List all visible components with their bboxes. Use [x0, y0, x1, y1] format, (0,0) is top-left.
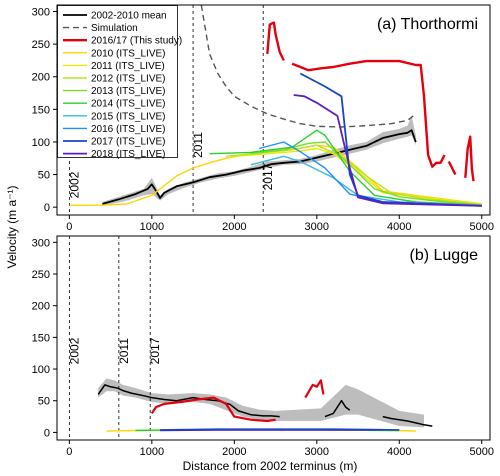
y-tick-label: 150 [32, 104, 50, 116]
legend-label-2017-its-live: 2017 (ITS_LIVE) [91, 137, 165, 148]
panel-title: (b) Lugge [410, 247, 479, 264]
series-line-simulation [200, 5, 417, 128]
x-tick-label: 2000 [222, 446, 246, 458]
y-tick-label: 0 [44, 202, 50, 214]
series-line-2016-17-this-study [150, 379, 325, 423]
plot-frame [56, 235, 491, 441]
x-tick-label: 1000 [140, 221, 164, 233]
x-tick-label: 5000 [470, 221, 494, 233]
legend-label-2014-its-live: 2014 (ITS_LIVE) [91, 99, 165, 110]
series-line-2018-its-live [293, 94, 482, 207]
y-tick-label: 100 [32, 137, 50, 149]
panel-title: (a) Thorthormi [377, 16, 478, 33]
x-tick-label: 3000 [305, 446, 329, 458]
range-band [98, 378, 425, 428]
x-tick-label: 1000 [140, 446, 164, 458]
legend-label-2018-its-live: 2018 (ITS_LIVE) [91, 149, 165, 160]
y-tick-label: 200 [32, 72, 50, 84]
y-tick-label: 150 [32, 332, 50, 344]
x-tick-label: 3000 [305, 221, 329, 233]
x-tick-label: 2000 [222, 221, 246, 233]
terminus-label-2011: 2011 [117, 338, 131, 364]
range-band [102, 115, 416, 206]
terminus-label-2002: 2002 [67, 337, 81, 364]
terminus-label-2017: 2017 [148, 337, 162, 364]
terminus-label-2002: 2002 [67, 171, 81, 198]
series-line-2002-2010-mean [102, 129, 417, 205]
x-tick-label: 4000 [387, 221, 411, 233]
legend-label-simulation: Simulation [91, 23, 138, 34]
legend-label-2011-its-live: 2011 (ITS_LIVE) [91, 61, 165, 72]
x-tick-label: 4000 [387, 446, 411, 458]
y-tick-label: 300 [32, 7, 50, 19]
y-tick-label: 50 [38, 170, 50, 182]
y-tick-label: 250 [32, 39, 50, 51]
x-tick-label: 5000 [470, 446, 494, 458]
legend-label-2015-its-live: 2015 (ITS_LIVE) [91, 111, 165, 122]
y-tick-label: 0 [44, 427, 50, 439]
legend-label-2016-its-live: 2016 (ITS_LIVE) [91, 124, 165, 135]
y-axis-label: Velocity (m a⁻¹) [5, 185, 19, 268]
terminus-label-2017: 2017 [261, 163, 275, 190]
series-line-2016-17-this-study [266, 21, 475, 182]
legend-label-2002-2010-mean: 2002-2010 mean [91, 11, 167, 22]
y-tick-label: 100 [32, 364, 50, 376]
legend-label-2010-its-live: 2010 (ITS_LIVE) [91, 48, 165, 59]
x-tick-label: 0 [66, 446, 72, 458]
series-line-2017-its-live [299, 72, 482, 207]
series-line-2002-2010-mean [97, 384, 433, 427]
x-tick-label: 0 [66, 221, 72, 233]
series-line-2013-its-live [250, 141, 482, 206]
y-tick-label: 200 [32, 301, 50, 313]
legend-label-2013-its-live: 2013 (ITS_LIVE) [91, 86, 165, 97]
y-tick-label: 300 [32, 237, 50, 249]
terminus-label-2011: 2011 [191, 132, 205, 158]
plot-frame [56, 4, 491, 216]
series-line-2017-its-live [160, 428, 400, 431]
y-tick-label: 50 [38, 396, 50, 408]
series-line-2014-its-live [209, 129, 482, 206]
x-axis-label: Distance from 2002 terminus (m) [183, 459, 358, 473]
y-tick-label: 250 [32, 269, 50, 281]
legend-box [57, 5, 178, 158]
legend-label-2012-its-live: 2012 (ITS_LIVE) [91, 74, 165, 85]
legend-label-2016-17-this-study: 2016/17 (This study) [91, 36, 182, 47]
